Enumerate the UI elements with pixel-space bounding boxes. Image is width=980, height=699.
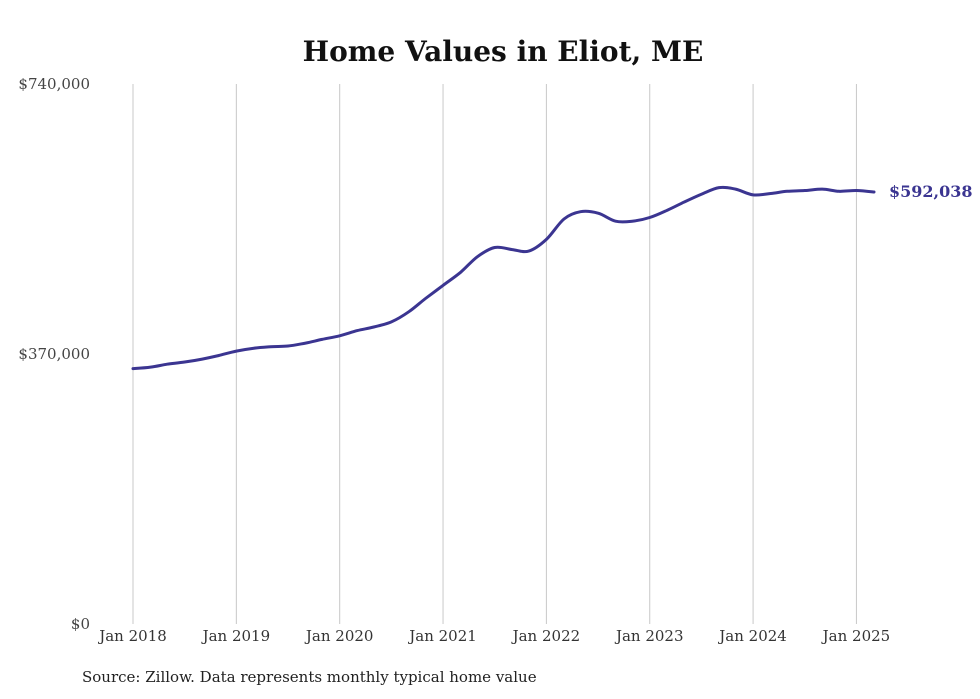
y-tick-label: $740,000 xyxy=(18,75,90,93)
x-tick-label: Jan 2025 xyxy=(821,627,891,645)
source-note: Source: Zillow. Data represents monthly … xyxy=(82,668,537,686)
y-axis: $0 $370,000 $740,000 xyxy=(18,75,90,633)
x-tick-label: Jan 2023 xyxy=(614,627,684,645)
x-tick-label: Jan 2018 xyxy=(97,627,167,645)
chart-title: Home Values in Eliot, ME xyxy=(303,35,704,68)
x-axis: Jan 2018 Jan 2019 Jan 2020 Jan 2021 Jan 2022… xyxy=(97,627,890,645)
gridlines xyxy=(132,84,857,624)
x-tick-label: Jan 2024 xyxy=(717,627,787,645)
series-group: $592,038 xyxy=(131,182,973,371)
y-tick-label: $370,000 xyxy=(18,345,90,363)
y-tick-label: $0 xyxy=(71,615,90,633)
end-value-label: $592,038 xyxy=(889,182,973,201)
x-tick-label: Jan 2021 xyxy=(407,627,477,645)
x-tick-label: Jan 2022 xyxy=(511,627,581,645)
x-tick-label: Jan 2019 xyxy=(201,627,271,645)
series-line xyxy=(131,185,876,371)
x-tick-label: Jan 2020 xyxy=(304,627,374,645)
